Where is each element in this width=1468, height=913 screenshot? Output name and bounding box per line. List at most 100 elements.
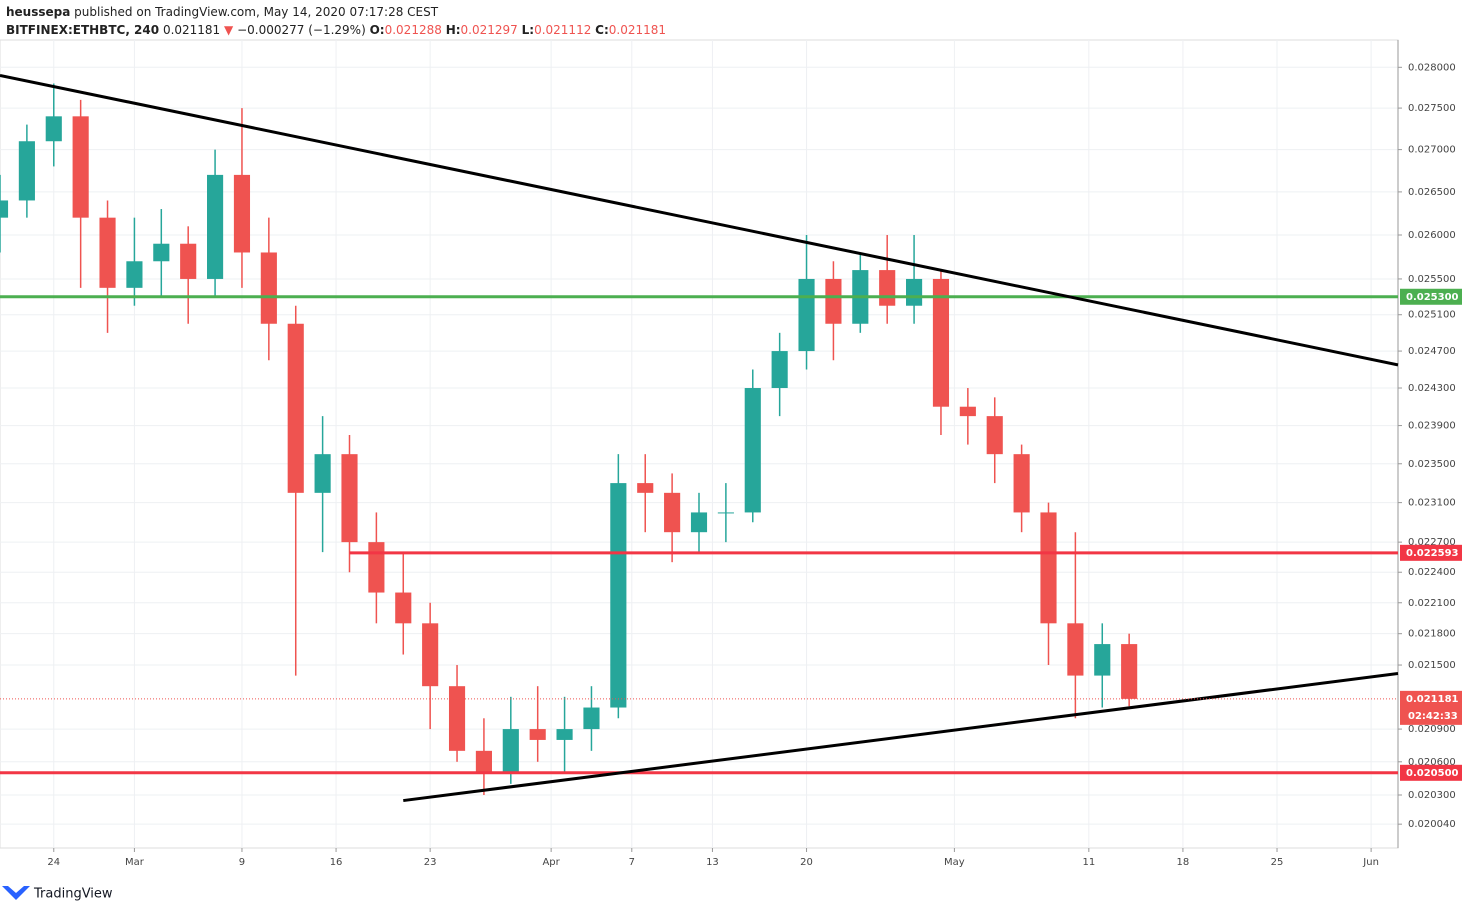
x-tick-label: Mar — [125, 857, 145, 868]
trend-line — [403, 671, 1399, 803]
last-price-tag — [1400, 690, 1462, 725]
countdown: 02:42:33 — [1408, 711, 1458, 722]
y-tick-label: 0.020300 — [1408, 790, 1456, 801]
y-tick-label: 0.023500 — [1408, 459, 1456, 470]
candle-body — [744, 388, 761, 513]
candle-body — [1013, 454, 1030, 513]
candle-body — [395, 592, 412, 624]
level-label: 0.020500 — [1406, 768, 1459, 779]
x-tick-label: 25 — [1271, 857, 1284, 868]
candle-body — [341, 454, 358, 543]
last: 0.021181 — [163, 23, 220, 37]
candle-body — [368, 542, 385, 593]
candle-body — [287, 323, 304, 493]
low: 0.021112 — [534, 23, 591, 37]
symbol: BITFINEX:ETHBTC, 240 — [6, 23, 159, 37]
candle-body — [986, 416, 1003, 455]
candle-body — [690, 512, 708, 533]
candle-body — [583, 707, 600, 730]
x-tick-label: 16 — [330, 857, 343, 868]
candle-body — [153, 243, 170, 262]
h-label: H: — [446, 23, 461, 37]
candle-body — [771, 351, 788, 389]
candle-body — [18, 141, 35, 201]
candle-body — [1040, 512, 1057, 624]
y-tick-label: 0.028000 — [1408, 62, 1456, 73]
candle-body — [126, 261, 143, 288]
y-tick-label: 0.020600 — [1408, 757, 1456, 768]
candle-body — [45, 116, 62, 142]
x-tick-label: 7 — [629, 857, 635, 868]
y-tick-label: 0.025100 — [1408, 310, 1456, 321]
c-label: C: — [595, 23, 609, 37]
y-tick-label: 0.021500 — [1408, 660, 1456, 671]
o-label: O: — [370, 23, 385, 37]
candle-body — [180, 243, 197, 279]
x-tick-label: 9 — [239, 857, 245, 868]
y-tick-label: 0.025500 — [1408, 274, 1456, 285]
candle-body — [207, 174, 224, 279]
close: 0.021181 — [609, 23, 666, 37]
candle-body — [529, 729, 546, 740]
candle-body — [0, 200, 9, 218]
candle-body — [610, 483, 627, 708]
last-price-label: 0.021181 — [1406, 694, 1459, 705]
candle-body — [72, 116, 89, 218]
candle-body — [422, 623, 439, 687]
candle-body — [260, 252, 277, 324]
l-label: L: — [522, 23, 534, 37]
y-tick-label: 0.022100 — [1408, 598, 1456, 609]
level-label: 0.022593 — [1406, 548, 1459, 559]
x-tick-label: 24 — [47, 857, 60, 868]
candle-body — [932, 278, 950, 407]
candle-body — [1121, 644, 1138, 699]
published: published on TradingView.com, May 14, 20… — [74, 5, 439, 19]
candle-body — [717, 512, 734, 514]
x-tick-label: 23 — [424, 857, 437, 868]
candle-body — [448, 686, 466, 751]
candle-body — [798, 278, 815, 352]
symbol-line: BITFINEX:ETHBTC, 240 0.021181 ▼ −0.00027… — [6, 23, 666, 37]
candle-body — [906, 278, 923, 306]
plot-frame — [0, 39, 1399, 849]
y-tick-label: 0.024300 — [1408, 383, 1456, 394]
y-tick-label: 0.026000 — [1408, 230, 1456, 241]
candle-body — [825, 278, 842, 324]
y-tick-label: 0.024700 — [1408, 346, 1456, 357]
candle-body — [1067, 623, 1084, 676]
level-tag — [1400, 764, 1462, 781]
trend-line — [0, 73, 1399, 367]
y-tick-label: 0.020040 — [1408, 819, 1456, 830]
candle-body — [959, 406, 976, 417]
y-tick-label: 0.022700 — [1408, 537, 1456, 548]
y-tick-label: 0.027000 — [1408, 145, 1456, 156]
y-tick-label: 0.022400 — [1408, 567, 1456, 578]
candle-body — [233, 174, 251, 253]
open: 0.021288 — [385, 23, 442, 37]
arrow: ▼ — [224, 23, 234, 37]
candle-body — [502, 729, 519, 773]
x-tick-label: Jun — [1362, 857, 1379, 868]
x-tick-label: 20 — [800, 857, 813, 868]
candle-body — [475, 750, 492, 773]
y-tick-label: 0.023100 — [1408, 498, 1456, 509]
y-tick-label: 0.020900 — [1408, 724, 1456, 735]
user: heussepa — [6, 5, 70, 19]
header-line: heussepa published on TradingView.com, M… — [6, 5, 439, 19]
y-tick-label: 0.027500 — [1408, 103, 1456, 114]
level-label: 0.025300 — [1406, 292, 1459, 303]
y-tick-label: 0.021800 — [1408, 629, 1456, 640]
candle-body — [314, 454, 331, 493]
candle-body — [637, 483, 654, 493]
logo — [2, 886, 30, 900]
x-tick-label: 18 — [1177, 857, 1190, 868]
candle-body — [664, 492, 681, 533]
x-tick-label: 13 — [706, 857, 719, 868]
level-tag — [1400, 544, 1462, 561]
brand: TradingView — [33, 887, 113, 902]
candle-body — [1094, 644, 1111, 676]
change: −0.000277 (−1.29%) — [237, 23, 366, 37]
candle-body — [99, 217, 116, 288]
